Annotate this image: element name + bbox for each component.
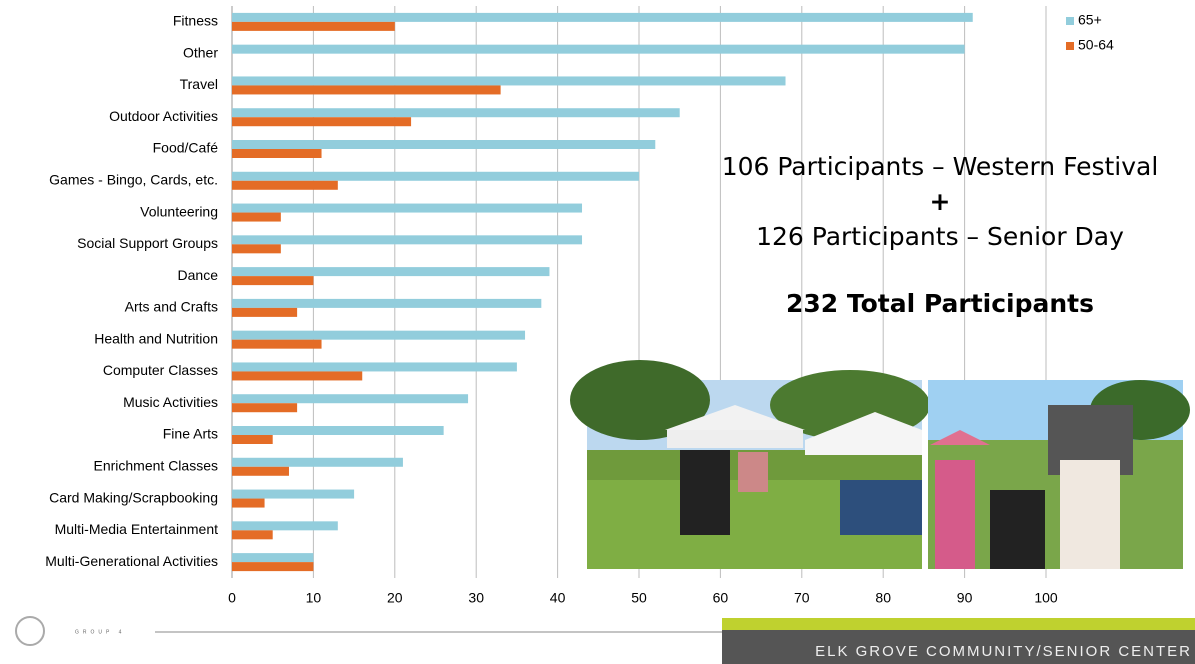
- bar: [232, 276, 314, 286]
- legend-swatch: [1066, 42, 1074, 50]
- bar: [232, 171, 639, 181]
- footer-logo: GROUP 4: [75, 629, 125, 635]
- legend-label: 65+: [1078, 12, 1102, 28]
- bar: [232, 298, 542, 308]
- y-tick-label: Computer Classes: [103, 362, 218, 378]
- bar: [232, 498, 265, 508]
- bar: [232, 466, 289, 476]
- bar: [232, 371, 363, 381]
- footer-title: ELK GROVE COMMUNITY/SENIOR CENTER: [815, 643, 1192, 660]
- y-tick-label: Games - Bingo, Cards, etc.: [49, 171, 218, 187]
- x-tick-label: 80: [875, 590, 891, 606]
- bar: [232, 553, 314, 563]
- bar: [232, 562, 314, 572]
- x-tick-label: 30: [468, 590, 484, 606]
- legend-swatch: [1066, 17, 1074, 25]
- bar: [232, 362, 517, 372]
- bar: [232, 521, 338, 531]
- y-tick-label: Health and Nutrition: [94, 330, 218, 346]
- y-tick-label: Travel: [180, 76, 218, 92]
- bar: [232, 12, 973, 22]
- bar: [232, 85, 501, 95]
- photo-right: [928, 380, 1190, 569]
- y-tick-label: Other: [183, 44, 218, 60]
- y-tick-label: Multi-Generational Activities: [45, 553, 218, 569]
- legend-label: 50-64: [1078, 37, 1114, 53]
- bar: [232, 403, 298, 413]
- bar: [232, 21, 395, 31]
- bar: [232, 108, 680, 118]
- bar: [232, 140, 656, 149]
- y-tick-label: Volunteering: [140, 203, 218, 219]
- bar: [232, 426, 444, 435]
- annotation: 126 Participants – Senior Day: [756, 222, 1124, 251]
- bar: [232, 117, 412, 127]
- y-tick-label: Fitness: [173, 13, 218, 29]
- annotation: 232 Total Participants: [786, 289, 1094, 318]
- bar: [232, 212, 281, 222]
- y-tick-label: Card Making/Scrapbooking: [49, 489, 218, 505]
- y-tick-label: Multi-Media Entertainment: [55, 521, 219, 537]
- bar: [232, 435, 273, 444]
- bar: [232, 149, 322, 158]
- bar: [232, 244, 281, 254]
- bar: [232, 180, 338, 190]
- x-tick-label: 90: [957, 590, 973, 606]
- annotation: +: [930, 187, 951, 216]
- x-tick-label: 20: [387, 590, 403, 606]
- y-tick-label: Food/Café: [153, 140, 219, 156]
- bar: [232, 330, 526, 340]
- bar: [232, 307, 298, 317]
- x-tick-label: 40: [550, 590, 566, 606]
- bar: [232, 203, 583, 213]
- bar: [232, 457, 403, 467]
- footer: GROUP 4 ELK GROVE COMMUNITY/SENIOR CENTE…: [15, 616, 1195, 664]
- x-tick-label: 70: [794, 590, 810, 606]
- x-tick-label: 50: [631, 590, 647, 606]
- x-tick-label: 100: [1034, 590, 1058, 606]
- photo-left: [570, 360, 930, 569]
- x-tick-label: 10: [306, 590, 322, 606]
- y-tick-label: Dance: [178, 267, 219, 283]
- bar: [232, 530, 273, 540]
- bar: [232, 76, 786, 86]
- bar: [232, 235, 583, 245]
- bar: [232, 489, 355, 499]
- x-tick-label: 60: [713, 590, 729, 606]
- y-tick-label: Fine Arts: [163, 426, 218, 442]
- y-tick-label: Arts and Crafts: [125, 299, 218, 315]
- y-tick-label: Music Activities: [123, 394, 218, 410]
- y-tick-label: Enrichment Classes: [94, 457, 219, 473]
- annotation: 106 Participants – Western Festival: [722, 152, 1159, 181]
- x-tick-label: 0: [228, 590, 236, 606]
- bar: [232, 267, 550, 277]
- y-tick-label: Outdoor Activities: [109, 108, 218, 124]
- y-tick-label: Social Support Groups: [77, 235, 218, 251]
- bar: [232, 339, 322, 349]
- bar: [232, 394, 469, 404]
- bar: [232, 44, 965, 54]
